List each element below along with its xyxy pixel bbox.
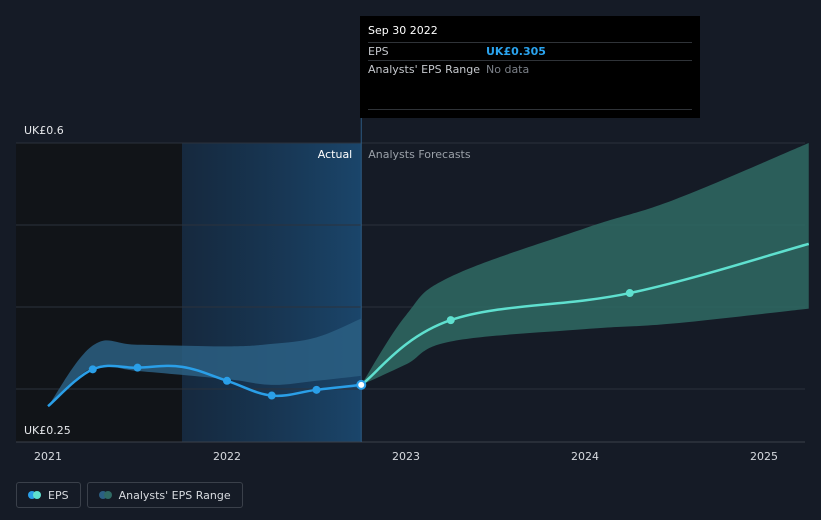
legend-range-label: Analysts' EPS Range [118,488,231,502]
tooltip-eps-value: UK£0.305 [486,45,546,58]
range-swatch-actual [98,491,107,499]
forecast-point-2 [625,289,634,298]
forecast-eps-range [361,143,809,385]
tooltip-date: Sep 30 2022 [368,24,438,37]
eps-point-selected [356,379,367,390]
eps-point-2 [133,363,142,372]
legend-eps-label: EPS [48,488,69,502]
past-shade-dark [16,143,182,442]
eps-swatch-actual [28,491,36,499]
tooltip-eps-label: EPS [368,45,389,58]
legend-item-range[interactable]: Analysts' EPS Range [86,482,243,508]
x-tick-2024: 2024 [571,450,599,463]
legend: EPS Analysts' EPS Range [16,482,243,508]
tooltip-row-eps: EPS UK£0.305 [368,42,692,60]
x-tick-2021: 2021 [34,450,62,463]
region-label-actual: Actual [318,148,352,161]
range-swatch-forecast [103,491,112,499]
x-tick-2025: 2025 [750,450,778,463]
tooltip: Sep 30 2022 EPS UK£0.305 Analysts' EPS R… [360,16,700,118]
legend-item-eps[interactable]: EPS [16,482,81,508]
forecast-point-1 [446,316,455,325]
eps-swatch-icon [28,491,41,499]
eps-forecast-line [360,242,810,386]
region-label-forecast: Analysts Forecasts [368,148,471,161]
x-tick-2023: 2023 [392,450,420,463]
y-label-top: UK£0.6 [24,124,64,137]
x-tick-2022: 2022 [213,450,241,463]
eps-point-1 [88,365,97,374]
range-swatch-icon [98,491,112,499]
tooltip-range-value: No data [486,63,530,76]
eps-point-4 [223,376,231,385]
y-label-bottom: UK£0.25 [24,424,71,437]
tooltip-row-range: Analysts' EPS Range No data [368,60,692,78]
eps-swatch-forecast [33,491,41,499]
eps-point-6 [312,385,321,394]
eps-point-5 [267,391,276,400]
tooltip-range-label: Analysts' EPS Range [368,63,481,76]
tooltip-divider [368,109,692,110]
actual-eps-range [48,318,362,407]
